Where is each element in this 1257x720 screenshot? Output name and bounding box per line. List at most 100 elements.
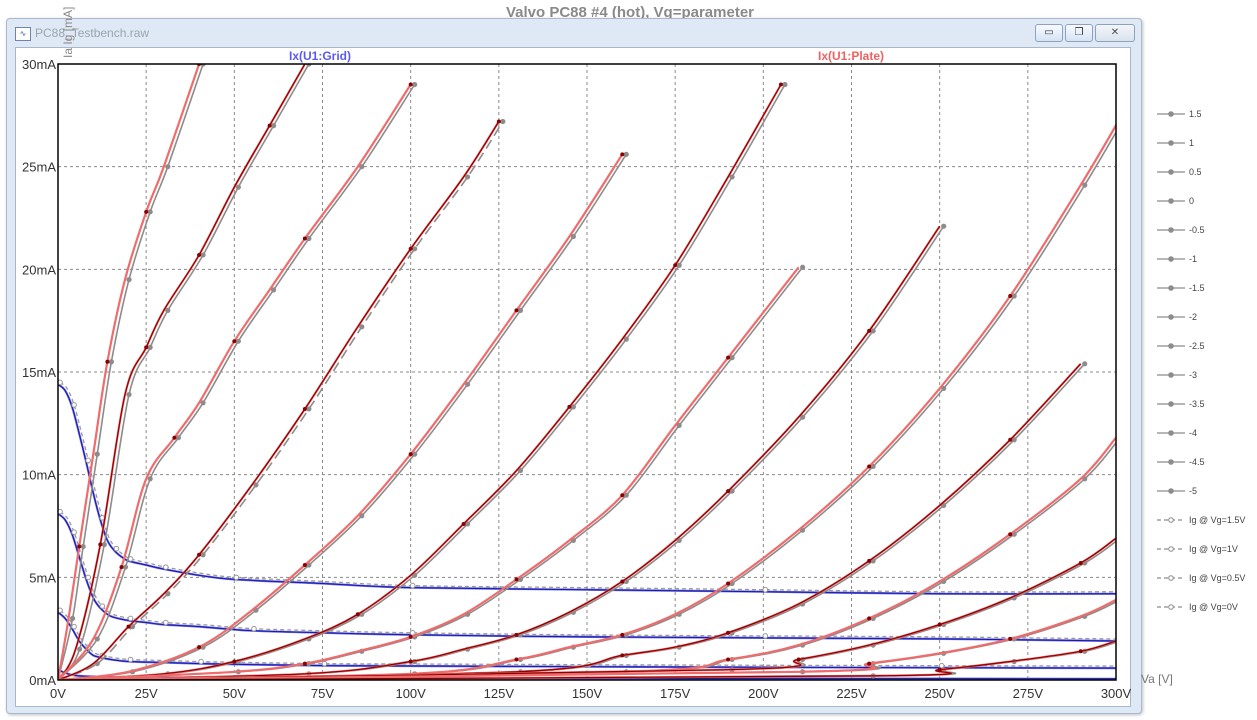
plate-model-point [1008, 437, 1013, 442]
y-tick-label: 30mA [22, 57, 56, 72]
plate-model-point [172, 435, 177, 440]
plate-measured-point [800, 414, 806, 420]
plot-frame [57, 63, 1117, 681]
legend-label: -0.5 [1189, 225, 1205, 235]
plate-measured-point [570, 404, 576, 410]
plate-measured-point [126, 277, 132, 283]
chart-title: Valvo PC88 #4 (hot), Vg=parameter [505, 4, 754, 21]
plate-model-point [726, 581, 731, 586]
plate-measured-point [165, 164, 171, 170]
plate-measured-point [235, 338, 241, 344]
plate-measured-point [94, 451, 100, 457]
plate-model-point [514, 632, 519, 637]
plate-model-point [232, 339, 237, 344]
legend-label: -1.5 [1189, 283, 1205, 293]
plate-measured-point [412, 246, 418, 252]
x-tick-label: 200V [748, 686, 779, 701]
plate-measured-point [108, 359, 114, 365]
legend-swatch-point [1168, 517, 1174, 523]
plate-measured-point [200, 400, 206, 406]
minimize-button[interactable]: ▭ [1035, 24, 1063, 42]
legend-swatch-point [1168, 198, 1174, 204]
legend-label: 1.5 [1189, 109, 1202, 119]
grid-measured-point [58, 607, 63, 614]
plate-measured-point [623, 492, 629, 498]
legend-label: Ig @ Vg=0V [1189, 602, 1238, 612]
legend-swatch-point [1168, 459, 1174, 465]
plate-measured-point [147, 344, 153, 350]
plate-measured-point [870, 328, 876, 334]
x-tick-label: 250V [924, 686, 955, 701]
plate-measured-point [729, 355, 735, 361]
plate-model-point [620, 653, 625, 658]
grid-current-line-dark [58, 513, 1116, 642]
plate-measured-point [235, 184, 241, 190]
legend-label: Ig @ Vg=0.5V [1189, 573, 1245, 583]
legend-swatch-point [1168, 401, 1174, 407]
plate-model-point [726, 657, 731, 662]
plate-measured-point [464, 174, 471, 180]
close-button[interactable]: ✕ [1095, 24, 1135, 42]
plate-measured-point [1011, 293, 1017, 299]
plate-measured-point [126, 391, 132, 398]
x-tick-label: 275V [1013, 686, 1044, 701]
y-tick-label: 25mA [22, 160, 56, 175]
plate-model-point [197, 252, 202, 257]
grid-measured-point [163, 564, 169, 570]
plate-model-point [119, 565, 124, 570]
plate-measured-point [147, 476, 153, 482]
plate-measured-point [800, 264, 806, 270]
grid-measured-point [127, 656, 134, 663]
plate-current-line-dark [58, 640, 1116, 680]
plate-measured-point [200, 252, 206, 258]
x-tick-label: 75V [311, 686, 334, 701]
x-tick-label: 175V [660, 686, 691, 701]
plate-model-point [1078, 649, 1083, 654]
window-titlebar[interactable]: ∿ PC88_Testbench.raw ▭ ❐ ✕ [7, 19, 1141, 47]
grid-measured-point [198, 658, 204, 665]
restore-button[interactable]: ❐ [1065, 24, 1093, 42]
plate-model-point [302, 563, 307, 568]
curves [58, 64, 1116, 680]
plate-measured-point [676, 422, 682, 428]
grid-measured-point [71, 402, 77, 408]
plate-measured-point [253, 482, 259, 488]
grid-measured-point [321, 660, 328, 667]
legend-label: -4 [1189, 428, 1197, 438]
grid-trace-label: Ix(U1:Grid) [289, 49, 351, 63]
legend-swatch-point [1168, 140, 1174, 146]
legend-swatch-point [1168, 488, 1174, 494]
legend-label: 0.5 [1189, 167, 1202, 177]
plate-measured-point [306, 235, 312, 242]
plate-measured-line [58, 153, 627, 680]
grid-measured-line [59, 511, 1116, 640]
plate-current-line [58, 598, 1116, 680]
y-tick-label: 15mA [22, 365, 56, 380]
plate-model-point [408, 634, 413, 639]
plate-model-point [302, 236, 307, 241]
legend-swatch-point [1168, 169, 1174, 175]
plate-model-point [514, 577, 519, 582]
x-tick-label: 125V [484, 686, 515, 701]
plate-model-point [673, 263, 678, 268]
grid-measured-line [59, 381, 1116, 593]
legend: 1.5 1 0.5 0 -0.5 -1 -1.5 -2 -2.5 -3 -3.5 -4 -4.5 -5 Ig… [1157, 109, 1245, 612]
plate-measured-point [271, 123, 277, 129]
legend-swatch-point [1168, 343, 1174, 349]
grid-measured-point [58, 379, 63, 386]
legend-swatch-point [1168, 111, 1174, 117]
legend-label: -5 [1189, 486, 1197, 496]
y-tick-label: 5mA [29, 570, 56, 585]
legend-label: -2 [1189, 312, 1197, 322]
grid-lines [58, 64, 1116, 680]
plate-measured-point [1082, 182, 1088, 188]
plate-model-point [1008, 532, 1013, 537]
plate-measured-point [147, 209, 153, 215]
plate-current-line [58, 266, 800, 680]
legend-swatch-point [1168, 285, 1174, 291]
y-tick-label: 10mA [22, 468, 56, 483]
plate-model-point [867, 661, 872, 666]
plate-model-point [461, 521, 466, 526]
legend-swatch-point [1168, 314, 1174, 320]
